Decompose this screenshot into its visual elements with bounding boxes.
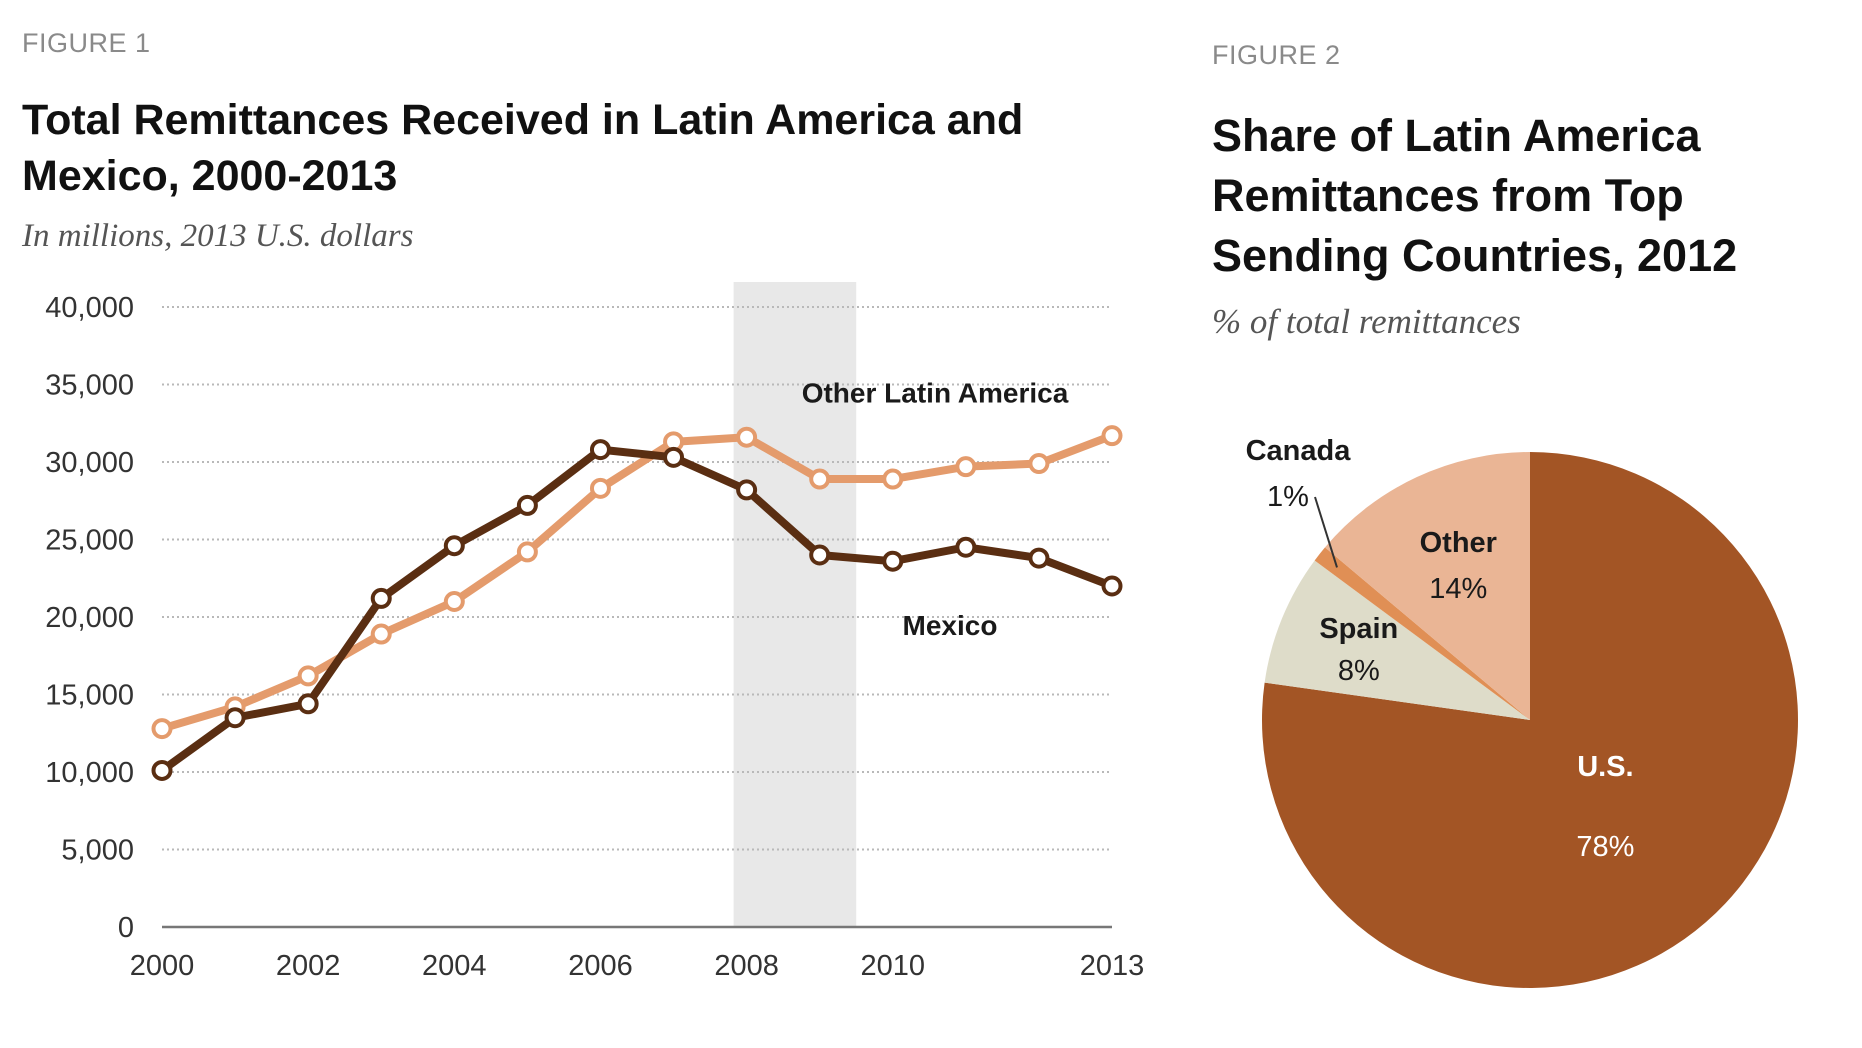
y-tick-label: 35,000	[45, 370, 134, 402]
data-point	[663, 446, 685, 468]
figure-1-subtitle: In millions, 2013 U.S. dollars	[22, 218, 414, 254]
data-point	[224, 707, 246, 729]
data-point	[882, 468, 904, 490]
x-tick-label: 2004	[422, 950, 487, 982]
data-point	[1028, 453, 1050, 475]
line-chart: 0 5,000 10,000 15,000 20,000 25,000 30,000 35,0…	[45, 282, 1145, 982]
series-line-mexico	[158, 445, 1116, 775]
data-point	[151, 759, 173, 781]
figure-1-title: Total Remittances Received in Latin Amer…	[22, 96, 1024, 200]
pie-label-other: Other	[1420, 527, 1497, 559]
pie-label-spain: Spain	[1319, 613, 1398, 645]
data-point	[955, 536, 977, 558]
figure-2-title: Share of Latin America Remittances from …	[1212, 110, 1738, 281]
y-tick-label: 20,000	[45, 602, 134, 634]
pie-slice-canada	[1314, 547, 1530, 720]
data-point	[297, 665, 319, 687]
x-tick-label: 2010	[861, 950, 926, 982]
data-point	[516, 541, 538, 563]
data-point	[809, 468, 831, 490]
y-tick-label: 30,000	[45, 447, 134, 479]
x-tick-label: 2000	[130, 950, 195, 982]
figure-2-subtitle: % of total remittances	[1212, 302, 1521, 341]
y-tick-label: 40,000	[45, 292, 134, 324]
data-point	[443, 535, 465, 557]
data-point	[589, 439, 611, 461]
data-point	[1028, 547, 1050, 569]
data-point	[1101, 575, 1123, 597]
y-tick-label: 5,000	[61, 835, 134, 867]
figure-1-label: FIGURE 1	[22, 28, 151, 58]
data-point	[370, 587, 392, 609]
data-point	[736, 479, 758, 501]
pie-percent-other: 14%	[1429, 573, 1487, 605]
x-tick-label: 2002	[276, 950, 341, 982]
data-point	[736, 426, 758, 448]
pie-slice-other	[1324, 452, 1530, 720]
data-point	[370, 623, 392, 645]
pie-slice-spain	[1264, 560, 1530, 720]
data-point	[882, 550, 904, 572]
pie-label-canada: Canada	[1246, 435, 1352, 467]
shaded-period	[733, 282, 857, 927]
pie-percent-canada: 1%	[1267, 481, 1309, 513]
y-tick-label: 10,000	[45, 757, 134, 789]
pie-percent-us: 78%	[1576, 831, 1634, 863]
x-tick-label: 2013	[1080, 950, 1145, 982]
data-point	[809, 544, 831, 566]
pie-percent-spain: 8%	[1338, 655, 1380, 687]
data-point	[443, 591, 465, 612]
data-point	[516, 494, 538, 516]
y-tick-label: 0	[118, 912, 134, 944]
data-point	[955, 456, 977, 478]
leader-line	[1314, 496, 1338, 568]
series-label-other-latin-america: Other Latin America	[802, 377, 1069, 408]
data-point	[297, 693, 319, 715]
series-line-other-latin-america	[158, 431, 1116, 733]
pie-label-us: U.S.	[1577, 751, 1633, 783]
data-point	[151, 718, 173, 740]
x-tick-label: 2006	[568, 950, 633, 982]
data-point	[589, 477, 611, 499]
pie-chart: U.S. 78% Spain 8% Canada 1% Other 14%	[1246, 435, 1798, 988]
y-tick-label: 15,000	[45, 680, 134, 712]
y-tick-label: 25,000	[45, 525, 134, 557]
series-label-mexico: Mexico	[903, 610, 998, 641]
data-point	[1101, 425, 1123, 447]
figure-2-label: FIGURE 2	[1212, 40, 1341, 70]
x-tick-label: 2008	[714, 950, 779, 982]
